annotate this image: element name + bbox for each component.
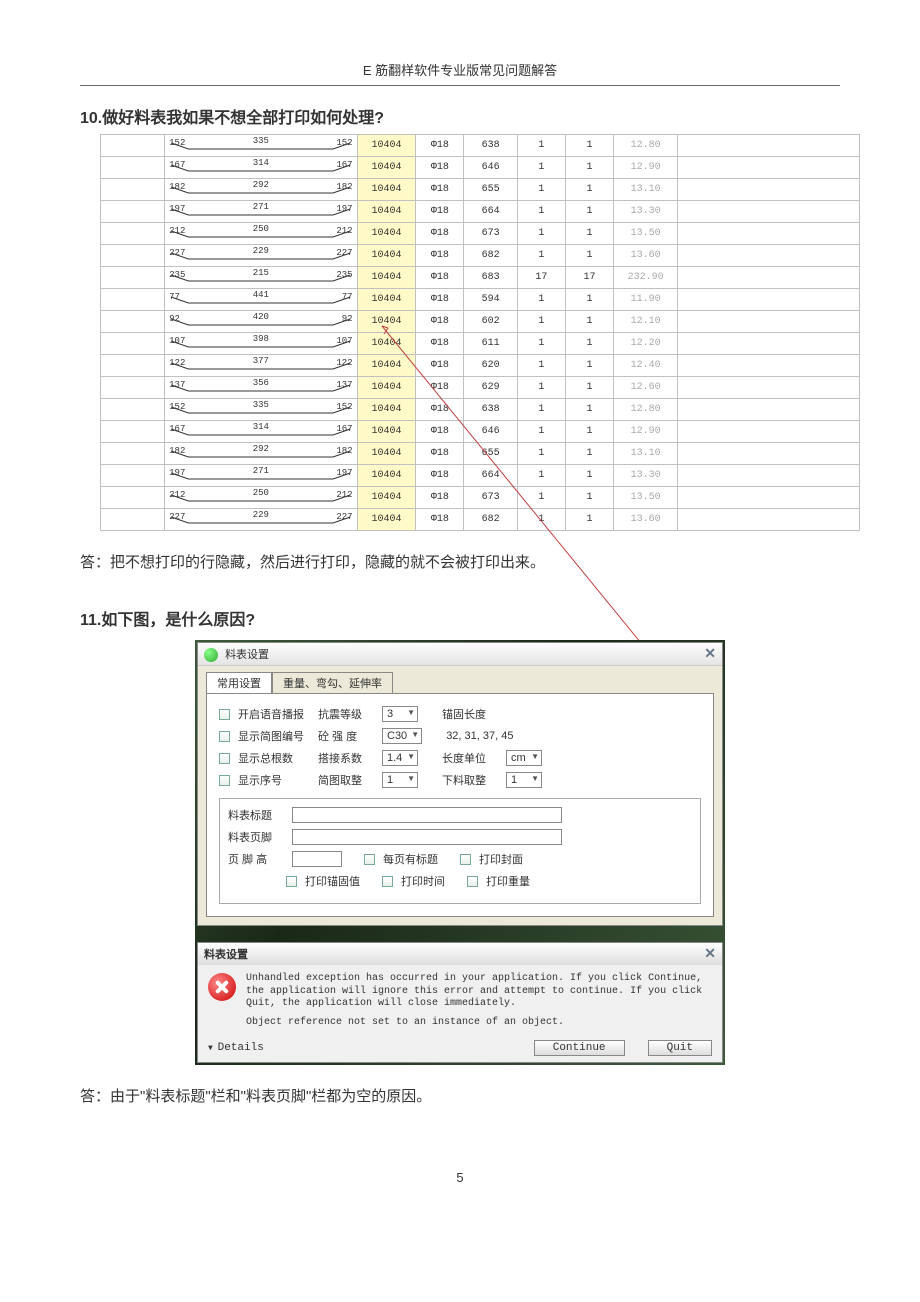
table-row: 19727119710404Φ186641113.30 [101, 201, 860, 223]
table-row: 18229218210404Φ186551113.10 [101, 179, 860, 201]
label-anchorlen: 锚固长度 [442, 706, 486, 722]
tab-general[interactable]: 常用设置 [206, 672, 272, 693]
dialog-app-icon [204, 648, 218, 662]
question-11: 11.如下图，是什么原因? [80, 606, 840, 630]
label-unit: 长度单位 [442, 750, 498, 766]
label-voice: 开启语音播报 [238, 706, 310, 722]
dialog-screenshot: 料表设置 ✕ 常用设置重量、弯勾、延伸率 开启语音播报 抗震等级 3 锚固长度 显… [195, 640, 725, 1065]
table-row: 22722922710404Φ186821113.60 [101, 509, 860, 531]
checkbox-seq[interactable] [219, 775, 230, 786]
table-row: 16731416710404Φ186461112.90 [101, 421, 860, 443]
error-close-icon[interactable]: ✕ [704, 945, 716, 962]
input-list-footer[interactable] [292, 829, 562, 845]
checkbox-diagnum[interactable] [219, 731, 230, 742]
label-titleeach: 每页有标题 [383, 851, 438, 867]
close-icon[interactable]: ✕ [704, 645, 716, 662]
dialog-title: 料表设置 [225, 649, 269, 661]
table-row: 12237712210404Φ186201112.40 [101, 355, 860, 377]
material-table: 15233515210404Φ186381112.801673141671040… [100, 134, 860, 531]
label-list-title: 料表标题 [228, 807, 284, 823]
label-time: 打印时间 [401, 873, 445, 889]
question-10: 10.做好料表我如果不想全部打印如何处理? [80, 104, 840, 128]
table-row: 16731416710404Φ186461112.90 [101, 157, 860, 179]
table-row: 21225021210404Φ186731113.50 [101, 223, 860, 245]
tab-weight[interactable]: 重量、弯勾、延伸率 [272, 672, 393, 693]
quit-button[interactable]: Quit [648, 1040, 712, 1056]
anchorlen-values: 32, 31, 37, 45 [446, 730, 513, 742]
settings-pane: 开启语音播报 抗震等级 3 锚固长度 显示简图编号 砼 强 度 C30 32, 31… [206, 693, 714, 917]
details-button[interactable]: Details [208, 1042, 264, 1054]
label-seismic: 抗震等级 [318, 706, 374, 722]
table-row: 13735613710404Φ186291112.60 [101, 377, 860, 399]
table-row: 924209210404Φ186021112.10 [101, 311, 860, 333]
select-round2[interactable]: 1 [506, 772, 542, 788]
label-cover: 打印封面 [479, 851, 523, 867]
label-anchor: 打印锚固值 [305, 873, 360, 889]
checkbox-titleeach[interactable] [364, 854, 375, 865]
page-header: E 筋翻样软件专业版常见问题解答 [80, 60, 840, 79]
checkbox-anchor[interactable] [286, 876, 297, 887]
dialog-titlebar[interactable]: 料表设置 ✕ [198, 643, 722, 666]
answer-11: 答：由于"料表标题"栏和"料表页脚"栏都为空的原因。 [80, 1083, 840, 1110]
table-row: 22722922710404Φ186821113.60 [101, 245, 860, 267]
input-list-title[interactable] [292, 807, 562, 823]
checkbox-total[interactable] [219, 753, 230, 764]
label-weight: 打印重量 [486, 873, 530, 889]
title-footer-group: 料表标题 料表页脚 页 脚 高 每页有标题 打印封面 打印锚固值 打印时间 打印… [219, 798, 701, 904]
error-icon [208, 973, 236, 1001]
checkbox-voice[interactable] [219, 709, 230, 720]
select-seismic[interactable]: 3 [382, 706, 418, 722]
table-row: 10739810710404Φ186111112.20 [101, 333, 860, 355]
table-row: 19727119710404Φ186641113.30 [101, 465, 860, 487]
checkbox-cover[interactable] [460, 854, 471, 865]
label-overlap: 搭接系数 [318, 750, 374, 766]
table-row: 15233515210404Φ186381112.80 [101, 135, 860, 157]
input-footer-h[interactable] [292, 851, 342, 867]
label-total: 显示总根数 [238, 750, 310, 766]
settings-dialog: 料表设置 ✕ 常用设置重量、弯勾、延伸率 开启语音播报 抗震等级 3 锚固长度 显… [197, 642, 723, 926]
table-row: 15233515210404Φ186381112.80 [101, 399, 860, 421]
label-concrete: 砼 强 度 [318, 728, 374, 744]
checkbox-time[interactable] [382, 876, 393, 887]
error-dialog: 料表设置 ✕ Unhandled exception has occurred … [197, 942, 723, 1063]
table-row: 21225021210404Φ186731113.50 [101, 487, 860, 509]
error-title-text: 料表设置 [204, 949, 248, 961]
error-message: Unhandled exception has occurred in your… [246, 973, 712, 1029]
checkbox-weight[interactable] [467, 876, 478, 887]
select-concrete[interactable]: C30 [382, 728, 422, 744]
continue-button[interactable]: Continue [534, 1040, 625, 1056]
select-round1[interactable]: 1 [382, 772, 418, 788]
table-row: 774417710404Φ185941111.90 [101, 289, 860, 311]
answer-10: 答：把不想打印的行隐藏，然后进行打印，隐藏的就不会被打印出来。 [80, 549, 840, 576]
label-round2: 下料取整 [442, 772, 498, 788]
tab-strip: 常用设置重量、弯勾、延伸率 [198, 666, 722, 693]
table-row: 23521523510404Φ186831717232.90 [101, 267, 860, 289]
page-number: 5 [80, 1170, 840, 1185]
material-table-wrap: 15233515210404Φ186381112.801673141671040… [80, 134, 840, 531]
label-round1: 简图取整 [318, 772, 374, 788]
label-list-footer: 料表页脚 [228, 829, 284, 845]
label-footer-h: 页 脚 高 [228, 851, 284, 867]
select-unit[interactable]: cm [506, 750, 542, 766]
label-diagnum: 显示简图编号 [238, 728, 310, 744]
table-row: 18229218210404Φ186551113.10 [101, 443, 860, 465]
select-overlap[interactable]: 1.4 [382, 750, 418, 766]
error-titlebar[interactable]: 料表设置 ✕ [198, 943, 722, 965]
label-seq: 显示序号 [238, 772, 310, 788]
header-rule [80, 85, 840, 86]
